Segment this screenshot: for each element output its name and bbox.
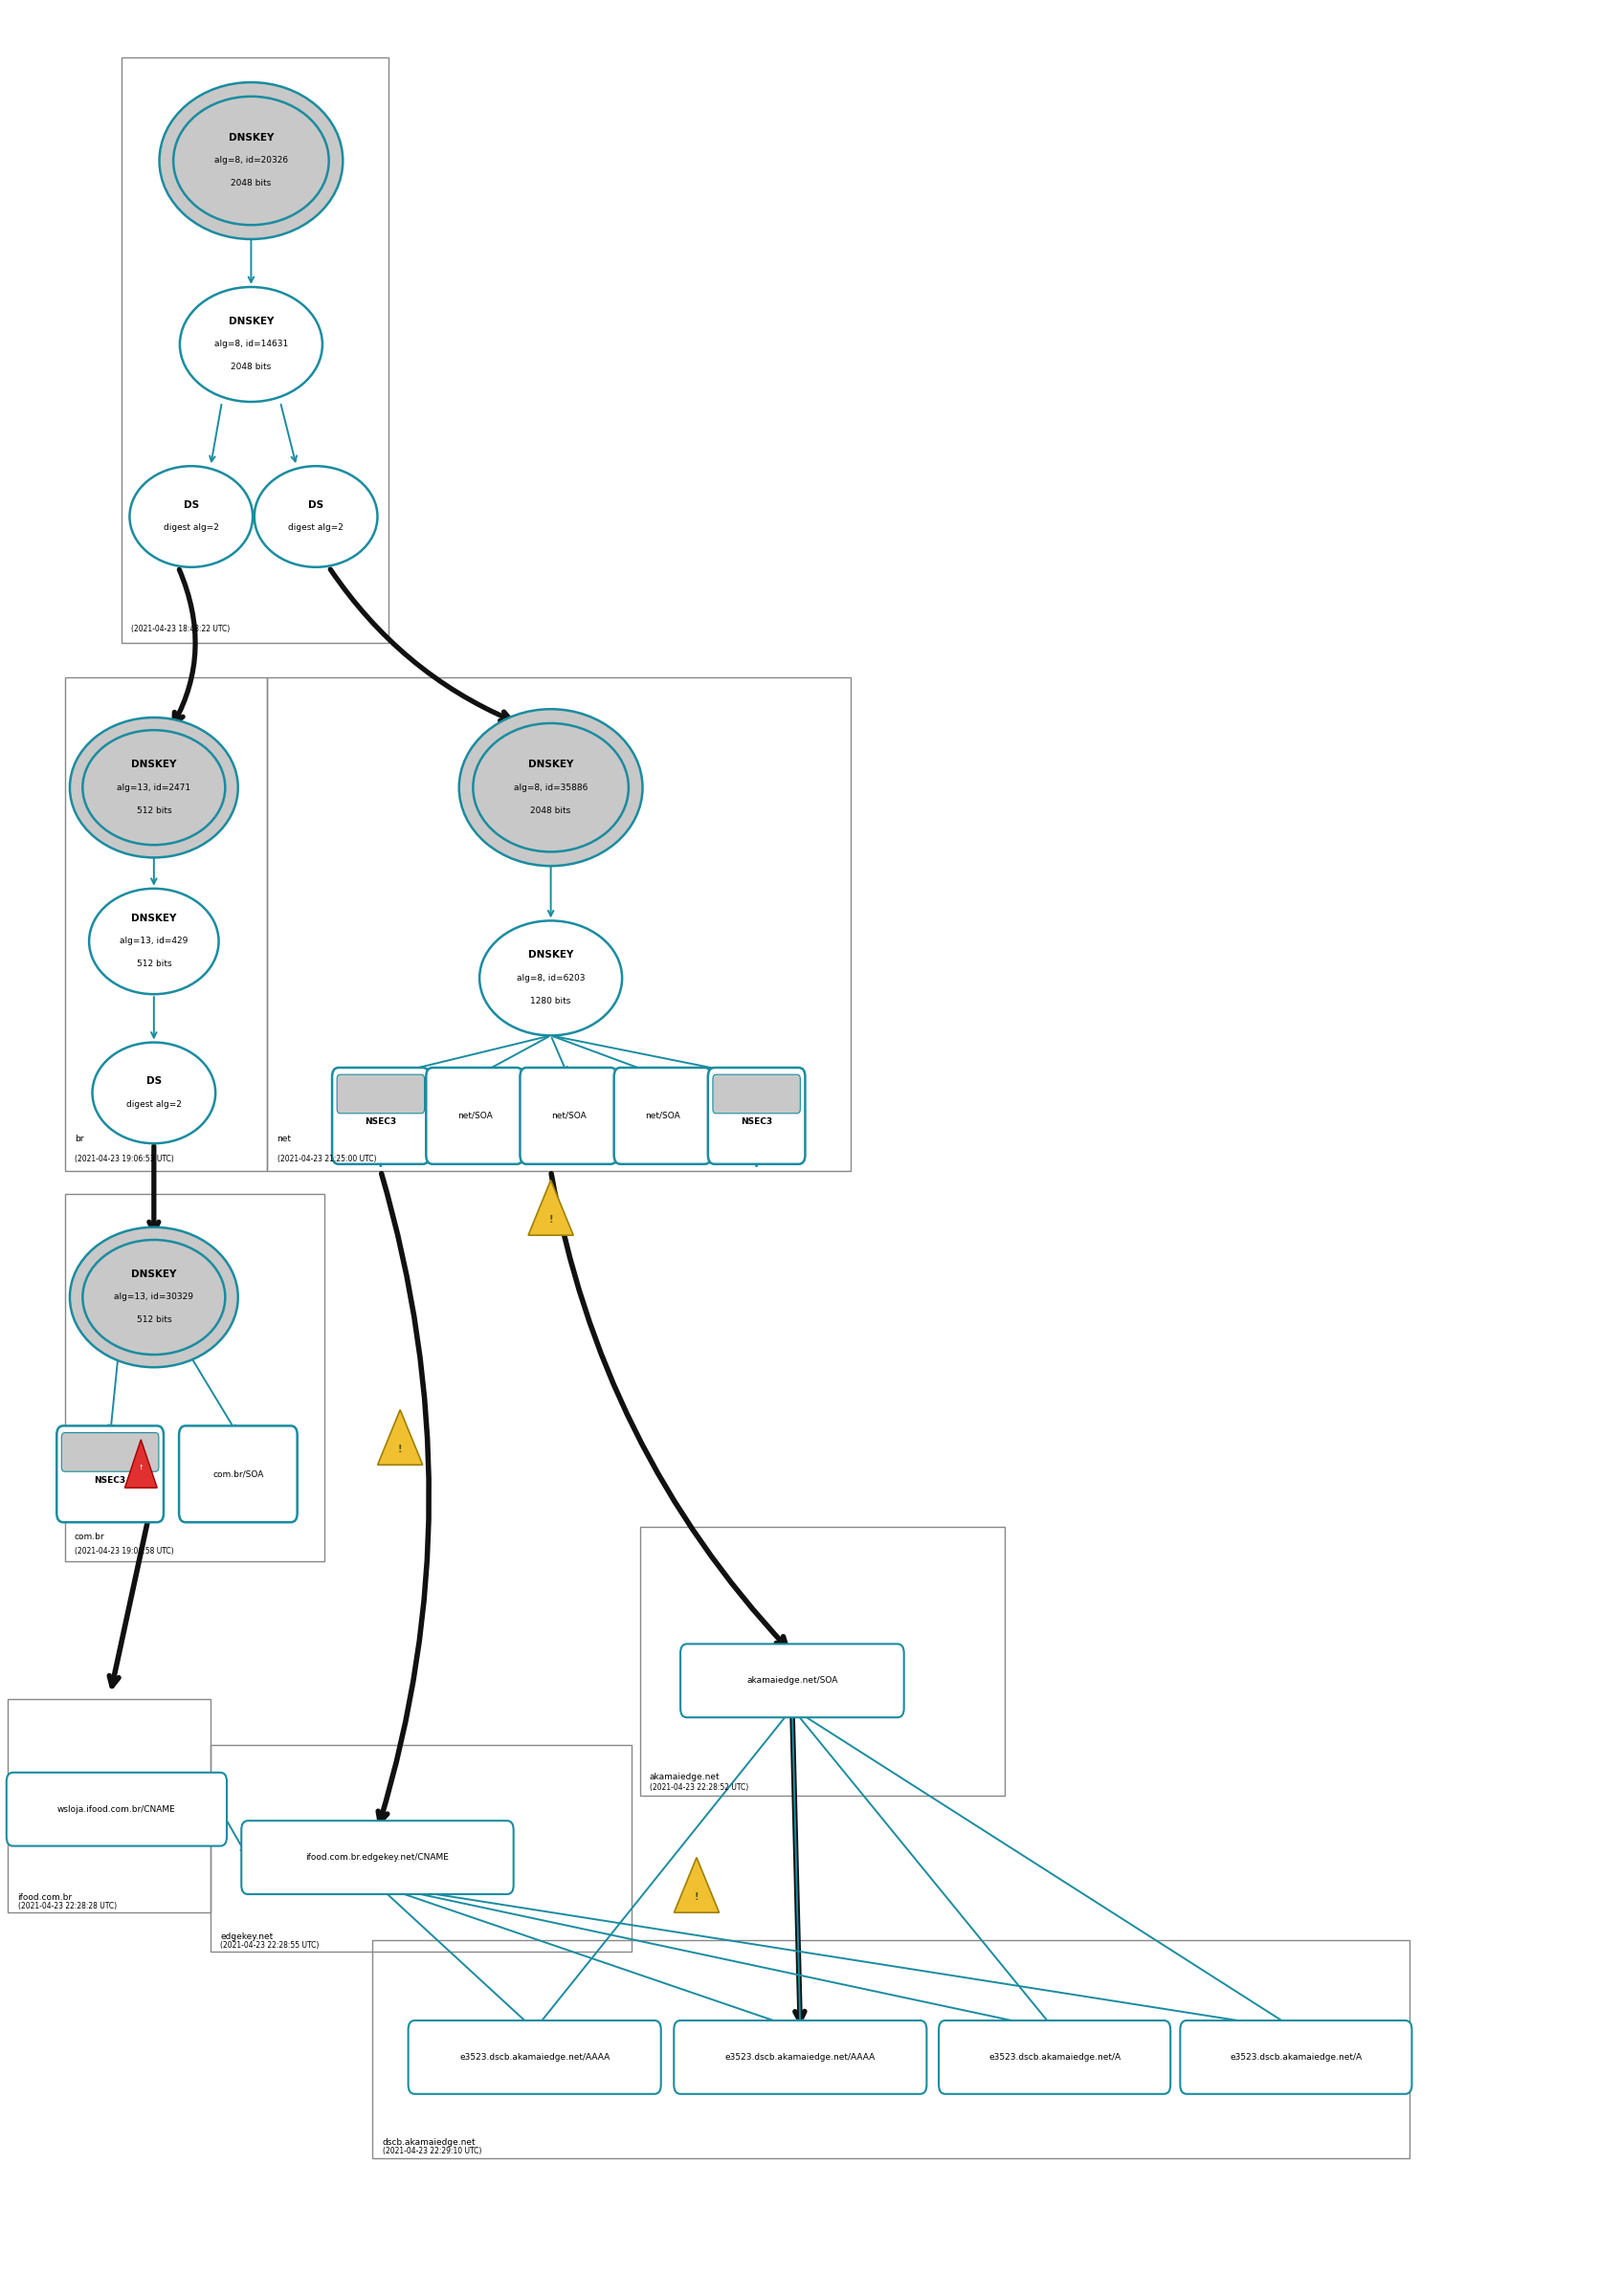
Ellipse shape bbox=[473, 723, 629, 852]
FancyBboxPatch shape bbox=[520, 1068, 617, 1164]
FancyBboxPatch shape bbox=[337, 1075, 424, 1114]
Text: DNSKEY: DNSKEY bbox=[228, 317, 274, 326]
Text: e3523.dscb.akamaiedge.net/A: e3523.dscb.akamaiedge.net/A bbox=[1230, 2053, 1362, 2062]
Text: 512 bits: 512 bits bbox=[136, 806, 172, 815]
Text: digest alg=2: digest alg=2 bbox=[288, 523, 343, 533]
Text: (2021-04-23 22:28:28 UTC): (2021-04-23 22:28:28 UTC) bbox=[18, 1901, 117, 1910]
Text: ifood.com.br.edgekey.net/CNAME: ifood.com.br.edgekey.net/CNAME bbox=[306, 1853, 449, 1862]
Text: edgekey.net: edgekey.net bbox=[220, 1933, 274, 1940]
Text: alg=8, id=14631: alg=8, id=14631 bbox=[214, 340, 288, 349]
FancyBboxPatch shape bbox=[332, 1068, 429, 1164]
Text: ifood.com.br: ifood.com.br bbox=[18, 1894, 73, 1901]
Ellipse shape bbox=[83, 730, 225, 845]
FancyBboxPatch shape bbox=[62, 1433, 159, 1472]
Text: alg=13, id=30329: alg=13, id=30329 bbox=[113, 1293, 194, 1302]
FancyBboxPatch shape bbox=[614, 1068, 711, 1164]
Text: digest alg=2: digest alg=2 bbox=[126, 1100, 181, 1109]
Text: alg=13, id=429: alg=13, id=429 bbox=[120, 937, 188, 946]
Text: (2021-04-23 22:28:52 UTC): (2021-04-23 22:28:52 UTC) bbox=[650, 1784, 748, 1791]
FancyBboxPatch shape bbox=[426, 1068, 523, 1164]
Text: (2021-04-23 21:25:00 UTC): (2021-04-23 21:25:00 UTC) bbox=[277, 1155, 376, 1164]
Text: NSEC3: NSEC3 bbox=[94, 1476, 126, 1486]
Text: !: ! bbox=[695, 1892, 698, 1901]
Text: wsloja.ifood.com.br/CNAME: wsloja.ifood.com.br/CNAME bbox=[57, 1805, 177, 1814]
Text: alg=8, id=20326: alg=8, id=20326 bbox=[214, 156, 288, 165]
Text: DNSKEY: DNSKEY bbox=[528, 951, 573, 960]
Text: digest alg=2: digest alg=2 bbox=[164, 523, 219, 533]
Text: alg=8, id=6203: alg=8, id=6203 bbox=[517, 974, 585, 983]
Text: DS: DS bbox=[183, 501, 199, 510]
Text: e3523.dscb.akamaiedge.net/AAAA: e3523.dscb.akamaiedge.net/AAAA bbox=[726, 2053, 875, 2062]
Text: akamaiedge.net: akamaiedge.net bbox=[650, 1773, 719, 1782]
Text: 2048 bits: 2048 bits bbox=[232, 179, 271, 188]
Ellipse shape bbox=[180, 287, 322, 402]
FancyBboxPatch shape bbox=[713, 1075, 800, 1114]
Ellipse shape bbox=[130, 466, 253, 567]
Ellipse shape bbox=[70, 716, 238, 856]
Polygon shape bbox=[377, 1410, 423, 1465]
Text: 512 bits: 512 bits bbox=[136, 960, 172, 969]
Text: DS: DS bbox=[308, 501, 324, 510]
Text: NSEC3: NSEC3 bbox=[740, 1118, 773, 1127]
Text: com.br/SOA: com.br/SOA bbox=[212, 1469, 264, 1479]
Text: 2048 bits: 2048 bits bbox=[531, 806, 570, 815]
Text: br: br bbox=[75, 1134, 84, 1143]
FancyBboxPatch shape bbox=[674, 2020, 927, 2094]
FancyBboxPatch shape bbox=[6, 1773, 227, 1846]
Text: com.br: com.br bbox=[75, 1531, 105, 1541]
Text: dscb.akamaiedge.net: dscb.akamaiedge.net bbox=[382, 2138, 476, 2147]
FancyBboxPatch shape bbox=[940, 2020, 1170, 2094]
Text: DNSKEY: DNSKEY bbox=[228, 133, 274, 142]
FancyBboxPatch shape bbox=[408, 2020, 661, 2094]
Polygon shape bbox=[528, 1180, 573, 1235]
FancyBboxPatch shape bbox=[178, 1426, 298, 1522]
Text: net/SOA: net/SOA bbox=[645, 1111, 680, 1120]
Text: net/SOA: net/SOA bbox=[457, 1111, 492, 1120]
Ellipse shape bbox=[480, 921, 622, 1035]
FancyBboxPatch shape bbox=[708, 1068, 805, 1164]
FancyBboxPatch shape bbox=[1179, 2020, 1413, 2094]
Text: (2021-04-23 19:06:53 UTC): (2021-04-23 19:06:53 UTC) bbox=[75, 1155, 173, 1164]
Text: (2021-04-23 18:48:22 UTC): (2021-04-23 18:48:22 UTC) bbox=[131, 625, 230, 634]
FancyBboxPatch shape bbox=[680, 1644, 904, 1717]
Ellipse shape bbox=[159, 83, 343, 239]
Text: e3523.dscb.akamaiedge.net/A: e3523.dscb.akamaiedge.net/A bbox=[988, 2053, 1121, 2062]
Text: DS: DS bbox=[146, 1077, 162, 1086]
Text: !: ! bbox=[549, 1215, 552, 1224]
Polygon shape bbox=[125, 1440, 157, 1488]
Text: (2021-04-23 22:28:55 UTC): (2021-04-23 22:28:55 UTC) bbox=[220, 1940, 319, 1949]
Ellipse shape bbox=[173, 96, 329, 225]
Text: e3523.dscb.akamaiedge.net/AAAA: e3523.dscb.akamaiedge.net/AAAA bbox=[460, 2053, 609, 2062]
Text: NSEC3: NSEC3 bbox=[364, 1118, 397, 1127]
Text: DNSKEY: DNSKEY bbox=[131, 914, 177, 923]
Text: net/SOA: net/SOA bbox=[551, 1111, 586, 1120]
Ellipse shape bbox=[83, 1240, 225, 1355]
FancyBboxPatch shape bbox=[241, 1821, 514, 1894]
Text: alg=13, id=2471: alg=13, id=2471 bbox=[117, 783, 191, 792]
Polygon shape bbox=[674, 1857, 719, 1913]
Text: DNSKEY: DNSKEY bbox=[131, 1270, 177, 1279]
Text: 1280 bits: 1280 bits bbox=[530, 996, 572, 1006]
Text: alg=8, id=35886: alg=8, id=35886 bbox=[514, 783, 588, 792]
Ellipse shape bbox=[458, 709, 643, 866]
Text: 512 bits: 512 bits bbox=[136, 1316, 172, 1325]
Text: DNSKEY: DNSKEY bbox=[131, 760, 177, 769]
Text: (2021-04-23 19:06:58 UTC): (2021-04-23 19:06:58 UTC) bbox=[75, 1548, 173, 1557]
Text: akamaiedge.net/SOA: akamaiedge.net/SOA bbox=[747, 1676, 838, 1685]
Ellipse shape bbox=[92, 1042, 215, 1143]
Text: !: ! bbox=[399, 1444, 402, 1453]
Text: !: ! bbox=[139, 1465, 143, 1469]
Text: 2048 bits: 2048 bits bbox=[232, 363, 271, 372]
Text: (2021-04-23 22:29:10 UTC): (2021-04-23 22:29:10 UTC) bbox=[382, 2147, 481, 2156]
Ellipse shape bbox=[254, 466, 377, 567]
FancyBboxPatch shape bbox=[57, 1426, 164, 1522]
Ellipse shape bbox=[70, 1226, 238, 1366]
Ellipse shape bbox=[89, 889, 219, 994]
Text: net: net bbox=[277, 1134, 292, 1143]
Text: DNSKEY: DNSKEY bbox=[528, 760, 573, 769]
